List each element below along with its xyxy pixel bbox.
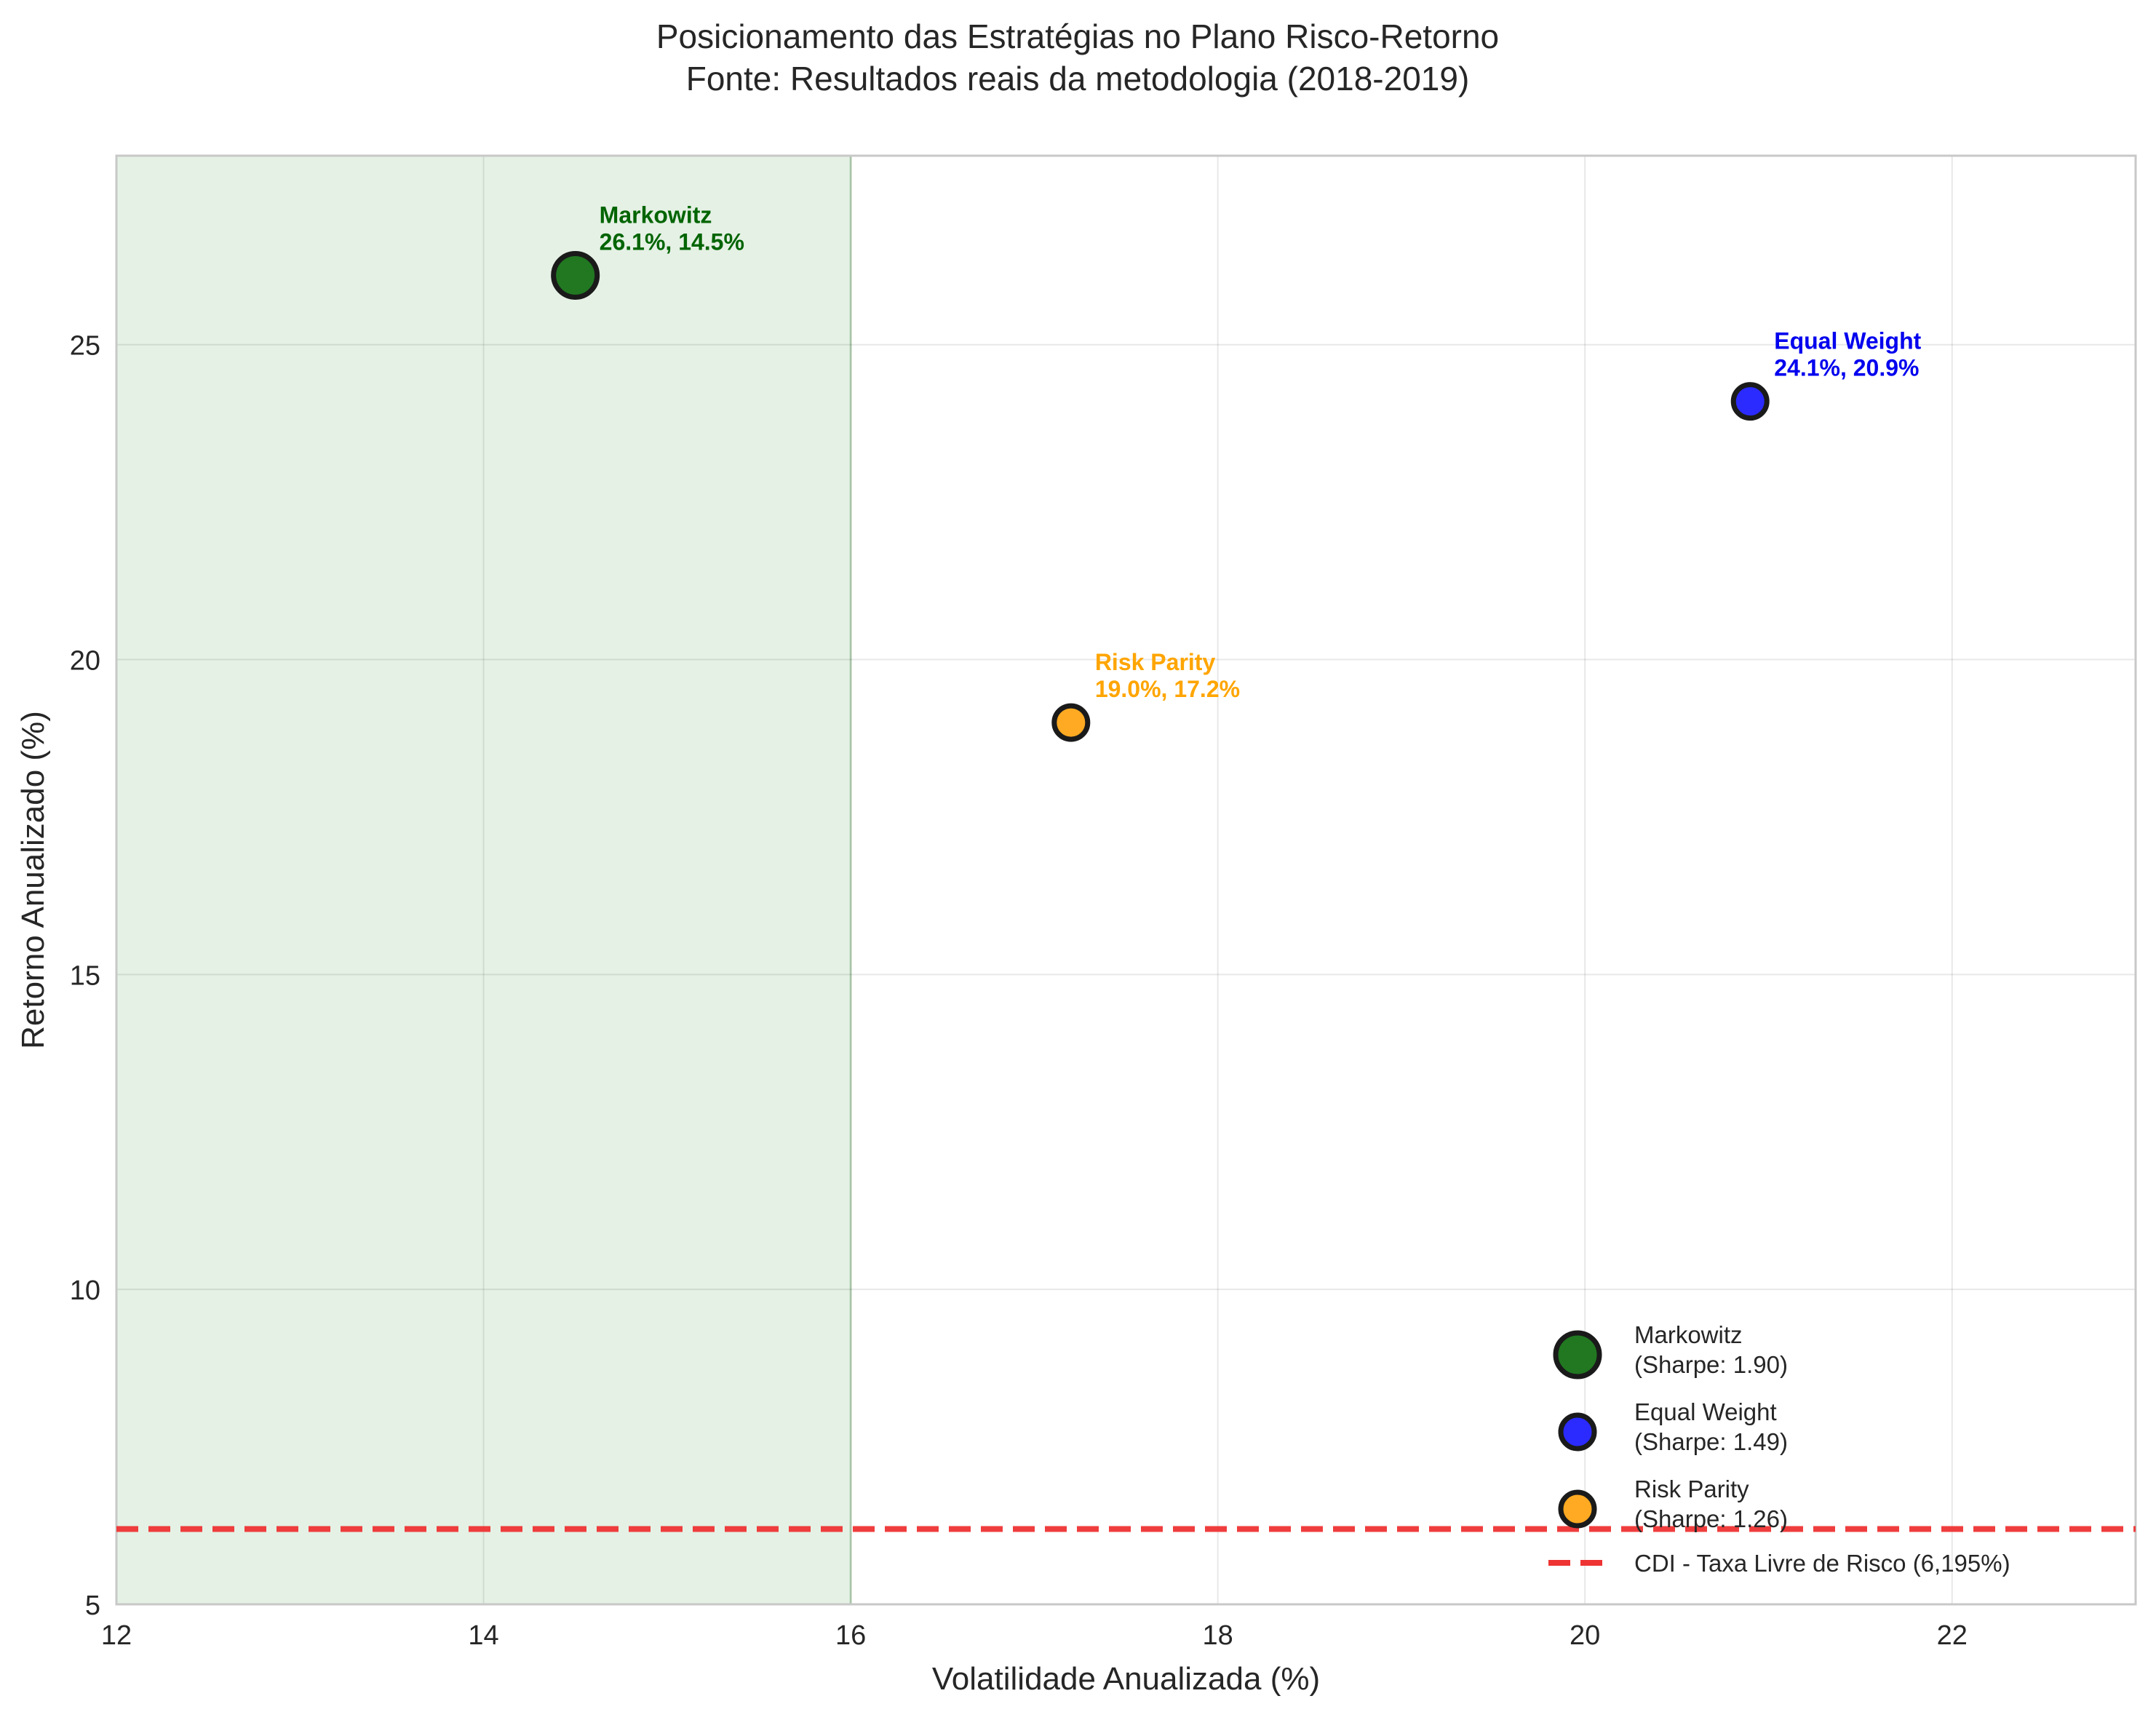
data-label-risk-parity: Risk Parity 19.0%, 17.2% (1095, 649, 1240, 702)
x-tick-label: 12 (101, 1620, 132, 1651)
legend-marker (1558, 1489, 1597, 1529)
legend-marker (1558, 1412, 1597, 1452)
y-axis-label: Retorno Anualizado (%) (15, 711, 51, 1049)
tick-labels: 12 14 16 18 20 22 5 10 15 20 25 (70, 331, 1968, 1651)
legend-label: Equal Weight (Sharpe: 1.49) (1634, 1398, 1788, 1455)
plot-frame (115, 154, 2137, 1606)
data-point-equal-weight (1730, 382, 1770, 421)
y-tick-label: 15 (70, 960, 100, 991)
y-tick-label: 25 (70, 331, 100, 362)
x-tick-label: 18 (1202, 1620, 1233, 1651)
legend-label: Risk Parity (Sharpe: 1.26) (1634, 1476, 1788, 1532)
data-point-risk-parity (1051, 703, 1091, 742)
x-axis-label: Volatilidade Anualizada (%) (932, 1661, 1320, 1697)
y-tick-label: 20 (70, 646, 100, 677)
x-tick-label: 16 (835, 1620, 866, 1651)
y-tick-label: 10 (70, 1275, 100, 1306)
chart-title: Posicionamento das Estratégias no Plano … (656, 17, 1499, 97)
legend: Markowitz (Sharpe: 1.90) Equal Weight (Shar… (1548, 1321, 2010, 1577)
y-tick-label: 5 (85, 1590, 100, 1621)
x-tick-label: 14 (468, 1620, 498, 1651)
x-tick-label: 22 (1937, 1620, 1968, 1651)
legend-label: Markowitz (Sharpe: 1.90) (1634, 1321, 1788, 1378)
shaded-region (116, 156, 851, 1604)
data-label-markowitz: Markowitz 26.1%, 14.5% (600, 202, 744, 255)
legend-label: CDI - Taxa Livre de Risco (6,195%) (1634, 1550, 2010, 1577)
x-tick-label: 20 (1570, 1620, 1600, 1651)
data-label-equal-weight: Equal Weight 24.1%, 20.9% (1774, 328, 1921, 381)
data-point-markowitz (551, 250, 600, 300)
legend-marker (1553, 1330, 1602, 1379)
